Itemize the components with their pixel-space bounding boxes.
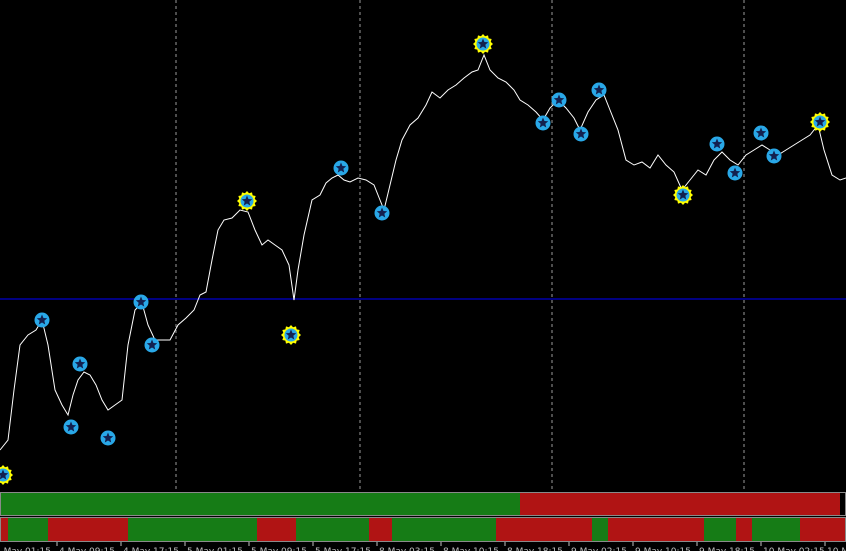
indicator-segment <box>392 518 496 541</box>
indicator-segment <box>48 518 128 541</box>
signal-marker <box>473 34 493 54</box>
marker-star <box>537 117 549 128</box>
marker-star <box>593 84 605 95</box>
signal-marker <box>0 465 13 485</box>
signal-marker <box>727 165 743 181</box>
x-tick-label: 5 May 09:15 <box>251 547 307 551</box>
signal-marker <box>100 430 116 446</box>
signal-marker <box>591 82 607 98</box>
signal-marker <box>573 126 589 142</box>
marker-star <box>135 296 147 307</box>
signal-marker <box>709 136 725 152</box>
x-tick-label: 8 May 18:15 <box>507 547 563 551</box>
signal-marker <box>766 148 782 164</box>
marker-star <box>814 116 826 127</box>
indicator-segment <box>0 518 8 541</box>
signal-marker <box>72 356 88 372</box>
x-tick-label: 10 May 10:15 <box>827 547 846 551</box>
marker-star <box>335 162 347 173</box>
marker-star <box>755 127 767 138</box>
x-tick-label: 9 May 18:15 <box>699 547 755 551</box>
x-tick-label: 5 May 01:15 <box>187 547 243 551</box>
price-line <box>0 53 846 451</box>
indicator-segment <box>736 518 752 541</box>
marker-star <box>711 138 723 149</box>
indicator-segment <box>800 518 846 541</box>
marker-star <box>477 38 489 49</box>
marker-star <box>102 432 114 443</box>
indicator-segment <box>704 518 736 541</box>
signal-marker <box>133 294 149 310</box>
signal-marker <box>34 312 50 328</box>
signal-marker <box>63 419 79 435</box>
x-tick-label: 10 May 02:15 <box>763 547 825 551</box>
marker-star <box>768 150 780 161</box>
indicator-segment <box>257 518 296 541</box>
marker-star <box>677 189 689 200</box>
marker-star <box>553 94 565 105</box>
x-tick-label: 8 May 03:15 <box>379 547 435 551</box>
plot-background <box>0 0 846 490</box>
marker-star <box>575 128 587 139</box>
signal-marker <box>535 115 551 131</box>
indicator-segment <box>496 518 592 541</box>
signal-marker <box>551 92 567 108</box>
indicator-segment <box>752 518 800 541</box>
signal-marker <box>673 185 693 205</box>
signal-marker <box>237 191 257 211</box>
x-tick-label: 4 May 01:15 <box>0 547 51 551</box>
indicator-segment <box>8 518 48 541</box>
marker-star <box>65 421 77 432</box>
x-tick-label: 4 May 17:15 <box>123 547 179 551</box>
marker-star <box>146 339 158 350</box>
indicator-segment <box>608 518 704 541</box>
marker-star <box>376 207 388 218</box>
marker-star <box>74 358 86 369</box>
marker-star <box>241 195 253 206</box>
indicator-segment <box>128 518 257 541</box>
indicator-segment <box>296 518 369 541</box>
indicator-segment <box>520 493 840 515</box>
indicator-segment <box>592 518 608 541</box>
signal-marker <box>810 112 830 132</box>
indicator-segment <box>0 493 520 515</box>
signal-marker <box>753 125 769 141</box>
signal-marker <box>333 160 349 176</box>
marker-star <box>285 329 297 340</box>
indicator-segment <box>369 518 392 541</box>
x-tick-label: 4 May 09:15 <box>59 547 115 551</box>
x-tick-label: 9 May 02:15 <box>571 547 627 551</box>
x-tick-label: 5 May 17:15 <box>315 547 371 551</box>
signal-marker <box>281 325 301 345</box>
marker-star <box>36 314 48 325</box>
marker-star <box>729 167 741 178</box>
x-tick-label: 8 May 10:15 <box>443 547 499 551</box>
signal-marker <box>374 205 390 221</box>
marker-star <box>0 469 9 480</box>
x-tick-label: 9 May 10:15 <box>635 547 691 551</box>
signal-marker <box>144 337 160 353</box>
